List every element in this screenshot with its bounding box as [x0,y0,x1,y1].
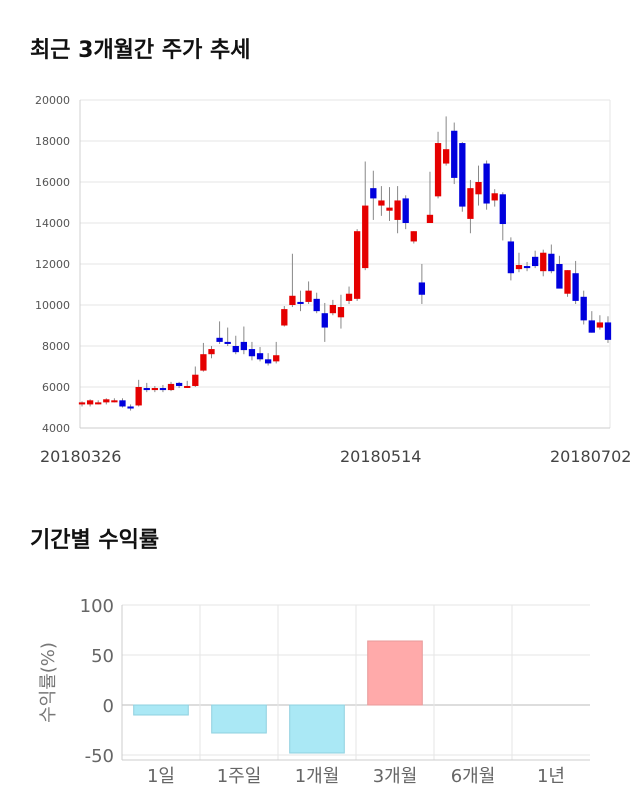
candle-body [588,320,595,333]
candle-body [192,374,199,386]
candle-body [531,256,539,267]
candle-body [434,143,442,197]
y-tick-label: 12000 [35,258,70,271]
candle-body [167,383,175,391]
y-tick-label: 100 [80,596,114,617]
y-tick-label: 18000 [35,135,70,148]
y-tick-label: 14000 [35,217,70,230]
candle-body [353,231,361,299]
candle-body [459,143,466,207]
candle-body [426,214,434,223]
candle-body [216,337,223,342]
candle-body [159,388,167,391]
x-category-label: 1일 [147,766,175,787]
candle-body [224,341,231,344]
candle-body [119,400,126,407]
candle-body [111,400,118,403]
candle-body [184,385,191,388]
trend-section-title: 최근 3개월간 주가 추세 [30,38,251,63]
x-date-label: 20180514 [340,447,421,466]
candle-body [345,293,353,301]
candle-body [596,322,604,328]
candle-body [548,253,555,272]
x-category-label: 1주일 [217,766,262,787]
candle-body [467,188,474,219]
return-bar [211,704,267,734]
y-axis-title: 수익률(%) [38,642,59,723]
candle-body [410,231,417,242]
candle-body [386,207,393,211]
x-date-label: 20180326 [40,447,121,466]
candle-body [273,355,280,362]
candle-body [86,400,94,405]
candle-body [491,193,498,201]
x-category-label: 1년 [537,766,565,787]
candle-body [143,388,150,391]
candle-body [362,205,369,269]
candle-body [248,349,256,357]
y-tick-label: 10000 [35,299,70,312]
candle-body [475,182,482,195]
candle-body [580,296,587,321]
candle-body [329,305,337,314]
candle-body [523,266,531,269]
candle-body [232,346,239,353]
x-category-label: 6개월 [451,766,496,787]
candle-body [78,402,86,405]
candle-body [451,130,458,178]
candle-body [313,298,320,312]
y-tick-label: 4000 [42,422,70,435]
x-category-label: 3개월 [373,766,418,787]
candlestick-chart: 4000 6000 8000 10000 12000 14000 16000 18000 200… [35,94,631,466]
candle-body [256,353,264,360]
return-bar [367,640,423,706]
candle-body [418,282,426,295]
candle-body [564,270,571,294]
candle-body [103,399,110,403]
candle-body [394,200,401,220]
candle-body [200,354,207,371]
candle-body [95,402,102,405]
candle-body [281,309,288,326]
candle-body [507,241,515,274]
y-tick-label: -50 [85,746,114,767]
candle-body [151,388,159,391]
candle-body [540,252,547,272]
candle-body [378,200,385,206]
candle-body [135,387,142,406]
x-category-label: 1개월 [295,766,340,787]
candle-body [289,295,296,305]
candle-body [127,406,134,409]
candle-body [442,149,450,164]
return-bar [289,704,345,754]
x-date-label: 20180702 [550,447,631,466]
y-tick-label: 20000 [35,94,70,107]
candle-body [208,349,215,355]
candle-body [604,322,612,340]
candle-body [240,341,248,351]
candle-body [321,313,328,328]
candle-body [175,382,183,386]
y-tick-label: 50 [91,646,114,667]
y-tick-label: 8000 [42,340,70,353]
candle-body [572,273,579,301]
y-tick-label: 6000 [42,381,70,394]
y-tick-label: 16000 [35,176,70,189]
candle-body [483,163,490,204]
candle-body [297,301,304,304]
return-bar [133,704,189,716]
returns-section-title: 기간별 수익률 [30,528,160,553]
candle-body [337,307,345,318]
candle-body [402,198,409,223]
candle-body [499,194,506,225]
candle-body [264,359,272,364]
candle-body [556,264,563,289]
y-tick-label: 0 [103,696,114,717]
candle-body [305,290,312,302]
candle-body [370,188,377,199]
candle-body [515,265,523,270]
